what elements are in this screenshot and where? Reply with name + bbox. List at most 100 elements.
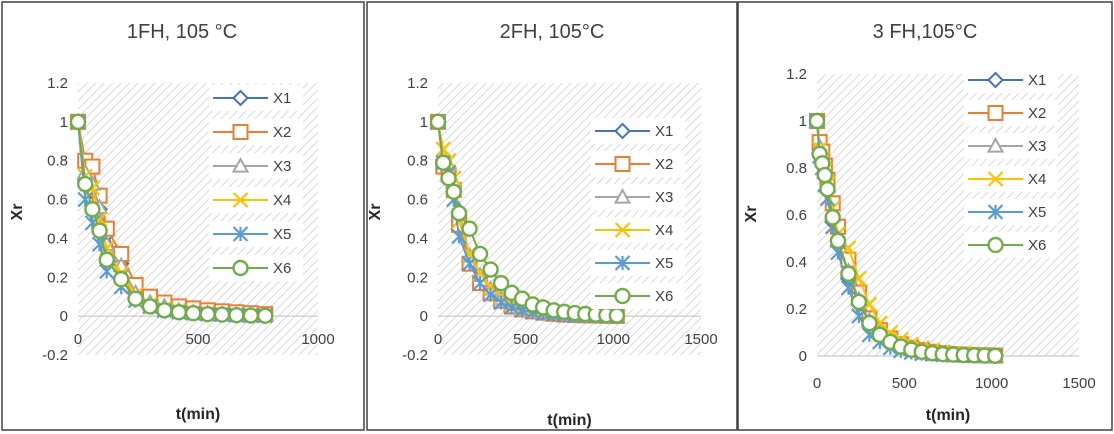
x-axis-label: t(min) — [547, 412, 591, 429]
legend-entry: X4 — [209, 187, 303, 213]
legend-entry: X1 — [964, 67, 1058, 93]
legend-label: X4 — [1028, 171, 1046, 188]
legend-marker — [613, 187, 632, 204]
data-point — [808, 112, 826, 130]
legend-marker — [232, 226, 249, 242]
legend-marker — [987, 71, 1004, 89]
legend-entry: X6 — [591, 283, 685, 309]
data-point — [429, 113, 447, 131]
y-tick-label: 0.8 — [407, 153, 428, 170]
data-point — [257, 307, 274, 324]
legend-label: X1 — [1028, 72, 1046, 89]
data-point — [242, 307, 260, 324]
data-point — [829, 232, 847, 250]
legend-marker — [987, 204, 1004, 220]
y-tick-label: 0.4 — [786, 254, 807, 271]
x-axis-label: t(min) — [926, 407, 970, 424]
legend-marker — [232, 124, 249, 140]
data-point — [91, 222, 108, 239]
data-point — [84, 201, 101, 218]
x-tick-label: 1000 — [975, 375, 1008, 392]
x-tick-label: 500 — [892, 375, 917, 392]
chart-title: 2FH, 105°C — [500, 21, 605, 43]
legend-label: X6 — [273, 260, 291, 277]
legend-entry: X5 — [964, 199, 1058, 225]
data-point — [450, 204, 468, 222]
y-tick-label: 0 — [60, 308, 68, 325]
data-point — [184, 305, 202, 322]
series-X6 — [808, 112, 1004, 364]
legend-marker — [987, 105, 1004, 121]
data-point — [76, 175, 94, 193]
legend-entry: X5 — [209, 221, 303, 247]
legend-marker — [232, 259, 249, 277]
legend-label: X5 — [655, 255, 673, 272]
data-point — [112, 271, 130, 288]
legend-label: X3 — [273, 158, 291, 175]
data-point — [170, 304, 188, 321]
data-point — [69, 113, 87, 131]
data-point — [435, 141, 452, 157]
legend-entry: X2 — [964, 100, 1058, 126]
data-point — [228, 306, 245, 324]
legend-label: X5 — [273, 226, 291, 243]
x-tick-label: 0 — [813, 375, 821, 392]
y-tick-label: 0.8 — [786, 160, 807, 177]
data-point — [482, 261, 499, 278]
legend-label: X2 — [273, 124, 291, 141]
data-point — [482, 286, 499, 303]
x-tick-label: 1000 — [597, 331, 630, 348]
legend-label: X1 — [273, 90, 291, 107]
x-tick-label: 500 — [185, 331, 210, 348]
chart-title: 3 FH,105°C — [873, 21, 978, 43]
legend-marker — [614, 156, 631, 172]
legend-label: X6 — [1028, 237, 1046, 254]
legend-entry: X1 — [591, 118, 685, 144]
x-axis-label: t(min) — [176, 406, 220, 423]
x-tick-label: 1500 — [684, 331, 717, 348]
x-tick-label: 0 — [434, 331, 442, 348]
legend-entry: X3 — [209, 153, 303, 179]
y-tick-label: 1.2 — [47, 75, 68, 92]
data-point — [127, 290, 144, 307]
x-tick-label: 500 — [513, 331, 538, 348]
data-point — [156, 302, 173, 319]
data-point — [986, 347, 1004, 364]
y-tick-label: 1 — [420, 114, 428, 131]
data-point — [861, 314, 878, 332]
y-tick-label: 0.4 — [47, 230, 68, 247]
legend-marker — [614, 222, 631, 238]
legend-label: X6 — [655, 288, 673, 305]
y-tick-label: 0.2 — [407, 269, 428, 286]
series-X6 — [429, 113, 626, 324]
data-point — [213, 306, 231, 323]
legend-label: X2 — [1028, 105, 1046, 122]
data-point — [141, 298, 159, 315]
legend-entry: X6 — [964, 232, 1058, 258]
data-point — [492, 274, 510, 292]
y-tick-label: 0 — [799, 348, 807, 365]
legend-marker — [232, 192, 249, 208]
chart-title: 1FH, 105 °C — [127, 21, 237, 43]
y-tick-label: -0.2 — [402, 347, 428, 364]
legend: X1 X2 X3 X4 X5 X6 — [209, 85, 303, 281]
data-point — [819, 180, 836, 198]
legend-label: X3 — [1028, 138, 1046, 155]
legend-label: X4 — [655, 222, 673, 239]
legend-marker — [986, 136, 1005, 153]
legend-entry: X3 — [964, 133, 1058, 159]
legend-label: X5 — [1028, 204, 1046, 221]
legend-label: X2 — [655, 156, 673, 173]
y-tick-label: 1 — [799, 113, 807, 130]
data-point — [840, 280, 857, 296]
legend-marker — [614, 255, 631, 271]
data-point — [199, 306, 216, 323]
legend-entry: X2 — [591, 151, 685, 177]
data-point — [850, 293, 868, 311]
data-point — [445, 183, 462, 201]
y-axis-label: Xr — [9, 204, 26, 221]
y-tick-label: 0.4 — [407, 230, 428, 247]
y-tick-label: 1.2 — [407, 75, 428, 92]
